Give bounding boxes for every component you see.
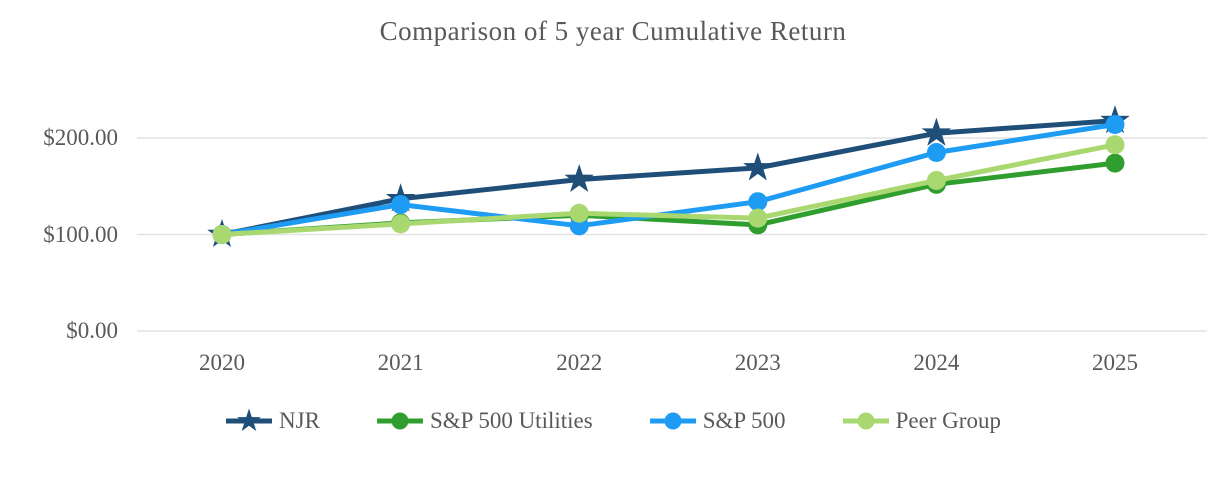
series-marker-njr-2022 [564,164,594,193]
series-marker-peer-group-2020 [212,225,232,244]
series-marker-s-p-500-utilities-2025 [1105,153,1125,173]
x-axis-tick-label-2020: 2020 [199,350,245,375]
series-marker-njr-2024 [921,117,952,146]
series-marker-s-p-500-2024 [926,142,946,162]
series-marker-peer-group-2023 [748,208,768,228]
chart-title: Comparison of 5 year Cumulative Return [379,16,847,46]
legend-label-njr: NJR [279,408,320,433]
legend-item-peer-group: Peer Group [842,406,1001,436]
series-marker-peer-group-2021 [391,214,411,234]
series-marker-peer-group-2022 [569,203,589,223]
series-marker-peer-group-2025 [1105,135,1125,155]
x-axis-tick-label-2023: 2023 [734,350,781,375]
legend-label-peer-group: Peer Group [895,408,1001,433]
legend-item-s-p-500: S&P 500 [649,406,786,436]
series-marker-s-p-500-2023 [748,192,768,212]
series-line-njr [219,118,1118,237]
x-axis-tick-label-2024: 2024 [913,350,960,375]
y-axis-tick-label-200: $200.00 [43,125,118,150]
y-axis-tick-label-0: $0.00 [66,318,118,343]
legend-item-s-p-500-utilities: S&P 500 Utilities [376,406,593,436]
legend-item-njr: NJR [225,406,320,436]
legend-circle-icon-peer-group [842,412,889,430]
y-axis-tick-label-100: $100.00 [43,221,118,247]
legend-circle-icon-s-p-500 [649,412,696,430]
series-marker-njr-2023 [743,152,773,181]
legend: NJR S&P 500 Utilities S&P 500 Peer Group [0,406,1226,436]
legend-label-s-p-500: S&P 500 [702,408,786,433]
series-marker-s-p-500-2025 [1105,114,1125,134]
legend-circle-icon-s-p-500-utilities [376,412,423,430]
series-marker-s-p-500-2021 [391,195,411,215]
legend-star-icon-njr [226,408,273,432]
series-line-peer-group [219,142,1118,237]
series-marker-peer-group-2024 [926,170,946,190]
legend-label-s-p-500-utilities: S&P 500 Utilities [429,408,593,433]
x-axis-tick-label-2021: 2021 [377,350,424,375]
x-axis-tick-label-2022: 2022 [556,350,603,375]
x-axis-tick-label-2025: 2025 [1092,350,1138,375]
